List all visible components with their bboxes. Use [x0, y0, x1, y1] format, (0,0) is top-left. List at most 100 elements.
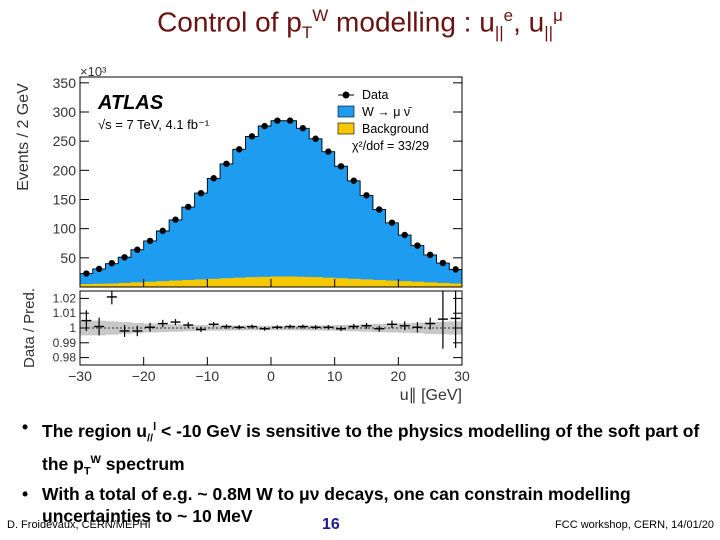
background-bar	[449, 283, 463, 287]
background-bar	[220, 278, 234, 287]
data-point	[172, 216, 179, 223]
data-point	[134, 246, 141, 253]
x-tick-label: −30	[68, 368, 92, 384]
signal-bar	[92, 268, 106, 287]
background-bar	[181, 280, 195, 287]
ratio-y-axis-label: Data / Pred.	[21, 288, 38, 368]
data-point	[210, 175, 217, 182]
signal-bar	[232, 149, 246, 287]
background-bar	[411, 281, 425, 287]
background-bar	[207, 278, 221, 287]
atlas-label: ATLAS	[97, 92, 164, 114]
signal-bar	[143, 240, 157, 287]
background-bar	[169, 280, 183, 287]
y-tick-label: 250	[53, 133, 77, 149]
data-point	[274, 117, 281, 124]
data-point	[337, 163, 345, 170]
title-superscript: e	[503, 6, 514, 25]
signal-bar	[130, 249, 145, 287]
background-bar	[398, 281, 412, 287]
data-point	[286, 117, 294, 124]
background-bar	[232, 277, 246, 287]
data-point	[159, 227, 166, 235]
ratio-y-tick-label: 0.99	[53, 336, 77, 350]
data-point	[401, 231, 408, 239]
footer-author: D. Froidevaux, CERN/MEPHI	[7, 519, 151, 531]
signal-bar	[309, 138, 323, 287]
x-tick-label: 30	[454, 368, 470, 384]
title-subscript: T	[301, 22, 313, 42]
exponent-label: ×10³	[80, 65, 107, 79]
signal-bar	[283, 120, 297, 287]
title-text: Control of p	[157, 6, 302, 38]
signal-bar	[245, 136, 259, 287]
y-tick-label: 150	[53, 192, 77, 208]
uncertainty-band	[169, 324, 183, 332]
signal-bar	[105, 263, 119, 287]
x-tick-label: 0	[267, 368, 275, 384]
main-panel: 50 100 150 200 250 300 350×10³ ATLAS √s = 7 TeV,…	[53, 65, 463, 288]
data-point	[197, 189, 205, 197]
background-bar	[271, 276, 285, 287]
background-bar	[283, 276, 297, 287]
data-point	[146, 237, 154, 245]
x-tick-label: 20	[391, 368, 407, 384]
signal-bar	[220, 163, 234, 287]
data-point	[223, 160, 230, 167]
background-bar	[436, 282, 450, 287]
data-point	[325, 148, 332, 155]
energy-label: √s = 7 TeV, 4.1 fb⁻¹	[98, 117, 210, 132]
signal-bar	[423, 254, 437, 287]
signal-bar	[207, 178, 221, 287]
signal-bar	[118, 257, 132, 287]
background-bar	[92, 283, 106, 287]
x-tick-label: −20	[132, 368, 156, 384]
data-point	[426, 251, 434, 259]
bullet-list: The region u//l < -10 GeV is sensitive t…	[18, 416, 718, 527]
signal-bar	[169, 219, 183, 287]
signal-bar	[449, 269, 463, 287]
signal-bar	[360, 195, 374, 287]
signal-bar	[372, 209, 386, 287]
background-bar	[156, 281, 170, 287]
data-point	[261, 122, 268, 130]
background-bar	[309, 277, 323, 287]
background-bar	[245, 277, 259, 287]
prediction-outline	[80, 120, 462, 275]
data-point	[363, 192, 370, 199]
data-point	[248, 133, 256, 140]
ratio-y-tick-label: 1	[69, 321, 76, 335]
data-point	[121, 254, 128, 261]
legend-label: χ²/dof = 33/29	[352, 139, 429, 153]
signal-bar	[156, 231, 170, 287]
ratio-y-tick-label: 1.02	[53, 291, 77, 305]
x-tick-label: 10	[327, 368, 343, 384]
signal-bar	[321, 151, 336, 287]
background-bar	[80, 284, 94, 287]
legend-background-swatch	[337, 122, 355, 135]
data-point	[414, 242, 421, 249]
y-tick-label: 300	[53, 104, 77, 120]
signal-bar	[296, 128, 310, 287]
axes-labels: Events / 2 GeV Data / Pred. u∥ [GeV]	[15, 83, 462, 404]
background-bar	[372, 280, 386, 287]
y-axis-label: Events / 2 GeV	[15, 83, 32, 191]
footer-event: FCC workshop, CERN, 14/01/20	[555, 519, 714, 531]
background-bar	[296, 276, 310, 287]
title-subscript: ||	[494, 22, 504, 42]
bullet-item: The region u//l < -10 GeV is sensitive t…	[18, 416, 718, 483]
ratio-y-tick-label: 1.01	[53, 306, 77, 320]
title-superscript: μ	[553, 6, 563, 25]
y-tick-label: 50	[60, 250, 76, 266]
data-point	[452, 266, 459, 273]
background-bar	[143, 281, 157, 287]
data-point	[108, 259, 116, 267]
signal-bar	[436, 263, 450, 287]
data-point	[185, 203, 192, 211]
title-text: modelling : u	[328, 6, 495, 38]
background-bar	[194, 279, 208, 287]
signal-bar	[194, 193, 208, 287]
signal-bar	[181, 207, 195, 287]
